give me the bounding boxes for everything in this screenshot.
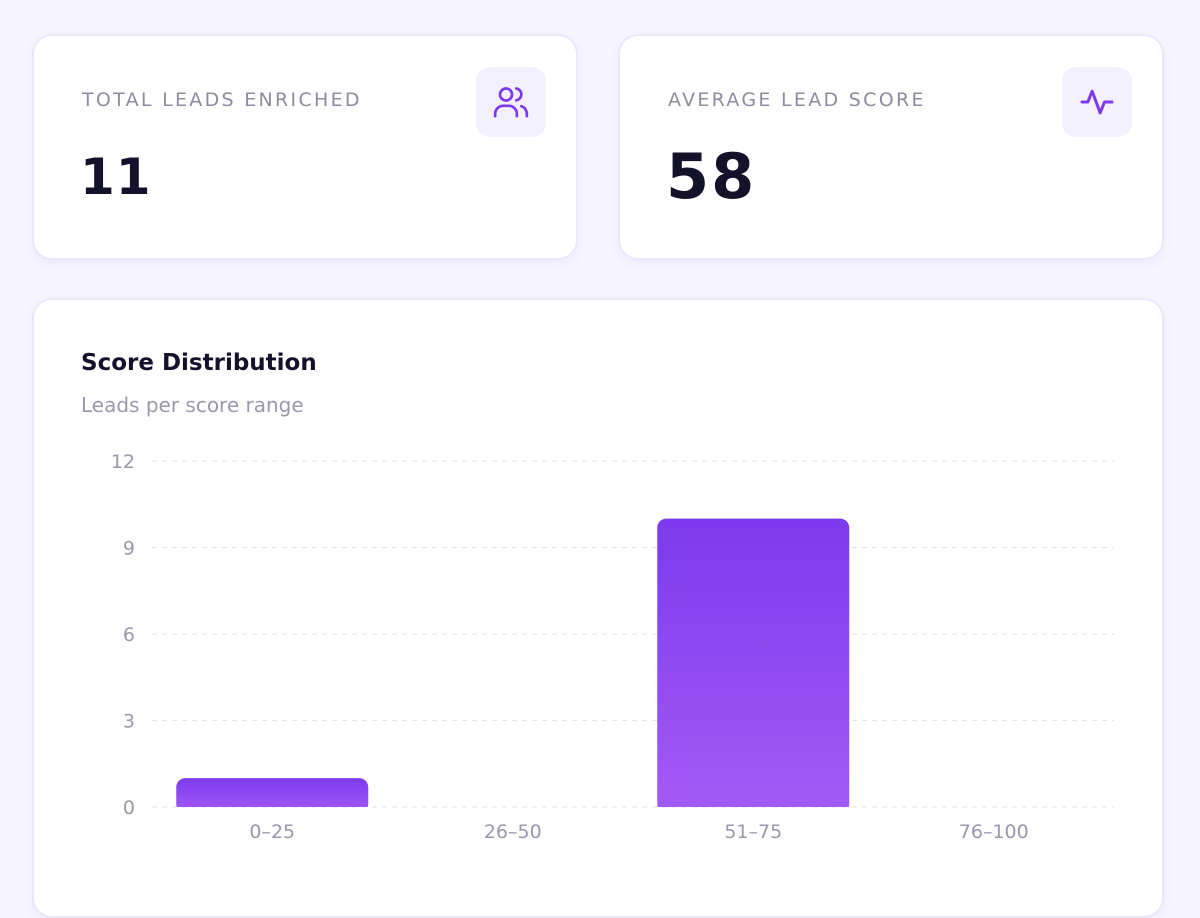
total-leads-card: TOTAL LEADS ENRICHED 11 <box>32 34 578 260</box>
y-tick-label: 3 <box>123 711 135 733</box>
activity-icon <box>1062 67 1132 137</box>
y-tick-label: 0 <box>123 797 135 819</box>
average-score-value: 58 <box>666 140 757 213</box>
chart-title: Score Distribution <box>81 350 317 376</box>
x-tick-label: 26–50 <box>484 821 542 843</box>
y-tick-label: 12 <box>111 451 135 473</box>
x-tick-label: 76–100 <box>959 821 1029 843</box>
score-distribution-card: Score Distribution Leads per score range… <box>32 298 1164 918</box>
y-tick-label: 9 <box>123 538 135 560</box>
total-leads-value: 11 <box>80 148 152 206</box>
users-icon <box>476 67 546 137</box>
average-score-label: AVERAGE LEAD SCORE <box>668 89 926 111</box>
bar-chart: 0 3 6 9 12 0–25 26–50 51–75 76–100 <box>111 451 1114 843</box>
total-leads-label: TOTAL LEADS ENRICHED <box>82 89 362 111</box>
x-tick-label: 0–25 <box>249 821 295 843</box>
average-score-card: AVERAGE LEAD SCORE 58 <box>618 34 1164 260</box>
y-tick-label: 6 <box>123 624 135 646</box>
x-tick-label: 51–75 <box>724 821 782 843</box>
chart-subtitle: Leads per score range <box>81 393 304 417</box>
bar-0–25[interactable] <box>176 778 369 813</box>
bar-51–75[interactable] <box>657 518 850 813</box>
